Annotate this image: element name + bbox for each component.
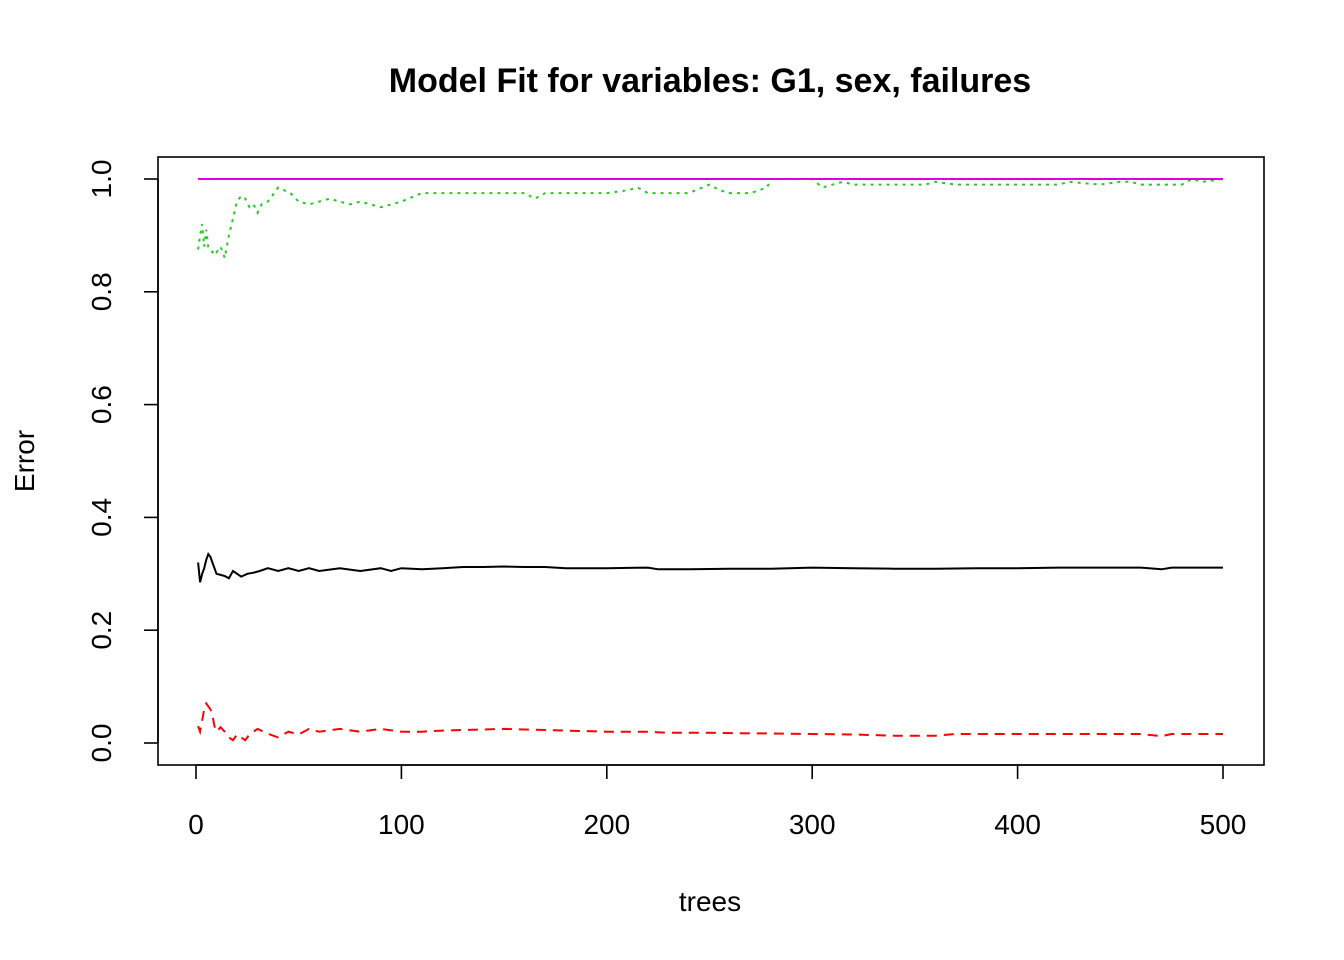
x-tick-label: 400: [994, 809, 1041, 840]
x-axis: 0 100 200 300 400 500: [188, 764, 1247, 840]
series-line-1: [197, 552, 1223, 583]
y-tick-label: 0.0: [86, 724, 117, 763]
x-tick-label: 300: [789, 809, 836, 840]
x-axis-label: trees: [679, 886, 741, 917]
y-axis: 0.0 0.2 0.4 0.6 0.8 1.0: [86, 160, 159, 763]
series-layer: [197, 177, 1224, 742]
x-tick-label: 0: [188, 809, 204, 840]
chart-title: Model Fit for variables: G1, sex, failur…: [389, 62, 1031, 100]
y-axis-label: Error: [9, 430, 40, 492]
y-tick-label: 0.6: [86, 385, 117, 424]
x-tick-label: 200: [583, 809, 630, 840]
x-tick-label: 500: [1200, 809, 1247, 840]
plot-frame: [157, 156, 1265, 766]
y-tick-label: 1.0: [86, 160, 117, 199]
y-tick-label: 0.4: [86, 498, 117, 537]
y-tick-label: 0.8: [86, 272, 117, 311]
series-line-2: [197, 701, 1223, 742]
series-line-3: [197, 177, 1224, 262]
x-tick-label: 100: [378, 809, 425, 840]
y-tick-label: 0.2: [86, 611, 117, 650]
